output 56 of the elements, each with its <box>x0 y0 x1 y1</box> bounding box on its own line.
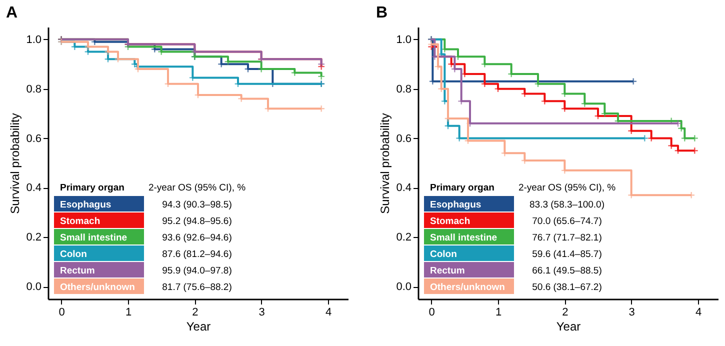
annotation: 66.1 (49.5–88.5) <box>532 265 602 276</box>
annotation: 83.3 (58.3–100.0) <box>529 199 605 210</box>
annotation: 95.2 (94.8–95.6) <box>162 216 232 227</box>
y-tick-label: 0.4 <box>26 182 42 194</box>
x-tick-label: 1 <box>125 306 132 318</box>
text: Colon <box>430 248 458 260</box>
y-tick-label: 0.8 <box>26 83 42 96</box>
annotation: 59.6 (41.4–85.7) <box>532 248 602 260</box>
y-tick-label: 0.6 <box>26 132 42 145</box>
annotation: 81.7 (75.6–88.2) <box>162 282 232 293</box>
text: Rectum <box>430 265 465 276</box>
text: Others/unknown <box>60 282 136 293</box>
text: Stomach <box>60 216 100 227</box>
y-tick-label: 0.8 <box>396 83 412 96</box>
annotation: 70.0 (65.6–74.7) <box>532 216 602 227</box>
y-tick-label: 1.0 <box>26 34 42 46</box>
annotation: 87.6 (81.2–94.6) <box>162 248 232 260</box>
text: Esophagus <box>430 199 482 210</box>
annotation: 76.7 (71.7–82.1) <box>532 232 602 244</box>
x-tick-label: 0 <box>58 306 65 318</box>
annotation: 50.6 (38.1–67.2) <box>532 282 602 293</box>
x-tick-label: 2 <box>192 306 198 318</box>
text: Stomach <box>430 216 470 227</box>
y-axis-title: Survival probability <box>8 113 22 214</box>
text: Esophagus <box>60 199 112 210</box>
annotation: 95.9 (94.0–97.8) <box>162 265 232 276</box>
legend-title: Primary organ <box>60 182 125 194</box>
x-tick-label: 2 <box>562 306 568 318</box>
chart-title: A <box>6 4 18 22</box>
y-tick-label: 0.2 <box>396 232 412 244</box>
y-tick-label: 0.2 <box>26 232 42 244</box>
x-axis-title: Year <box>186 320 211 334</box>
annotation: 2-year OS (95% CI), % <box>518 182 616 194</box>
text: Small intestine <box>60 232 128 244</box>
text: Small intestine <box>430 232 498 244</box>
y-tick-label: 0.4 <box>396 182 412 194</box>
annotation: 94.3 (90.3–98.5) <box>162 199 232 210</box>
x-tick-label: 0 <box>428 306 435 318</box>
text: Colon <box>60 248 88 260</box>
x-tick-label: 3 <box>258 306 265 318</box>
legend-title: Primary organ <box>430 182 495 194</box>
y-tick-label: 0.6 <box>396 132 412 145</box>
text: Rectum <box>60 265 95 276</box>
annotation: 2-year OS (95% CI), % <box>148 182 246 194</box>
x-tick-label: 3 <box>628 306 635 318</box>
y-tick-label: 0.0 <box>26 281 42 294</box>
x-tick-label: 1 <box>495 306 502 318</box>
y-tick-label: 1.0 <box>396 34 412 46</box>
x-tick-label: 4 <box>325 306 332 318</box>
x-axis-title: Year <box>556 320 581 334</box>
chart-title: B <box>376 4 388 22</box>
annotation: 93.6 (92.6–94.6) <box>162 232 232 244</box>
y-axis-title: Survival probability <box>378 113 392 214</box>
text: Others/unknown <box>430 282 506 293</box>
y-tick-label: 0.0 <box>396 281 412 294</box>
x-tick-label: 4 <box>695 306 702 318</box>
